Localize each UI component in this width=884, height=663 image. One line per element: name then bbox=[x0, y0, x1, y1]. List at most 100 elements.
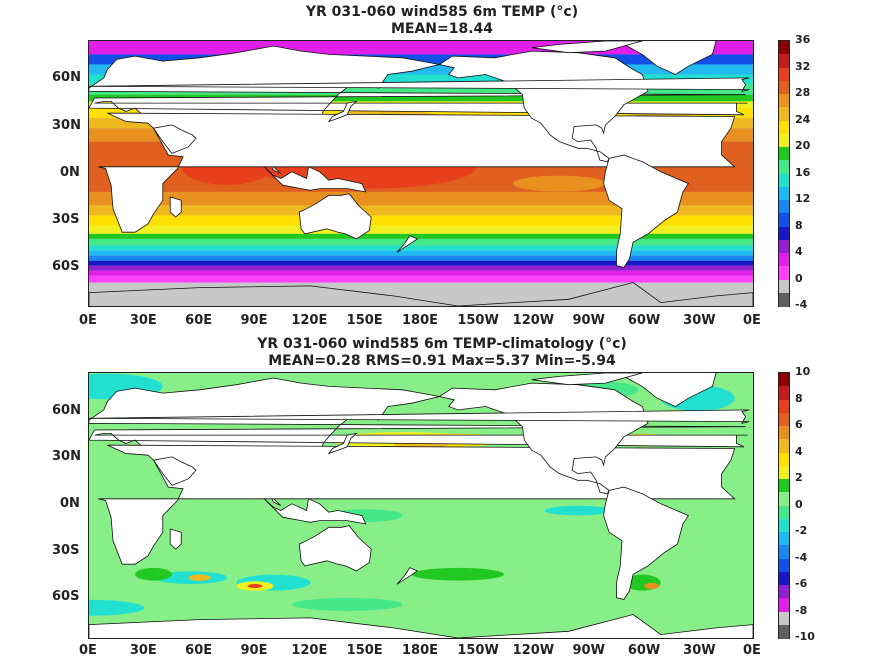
sst-colorbar-segment bbox=[779, 160, 789, 174]
land-arctic_isl bbox=[531, 41, 643, 54]
panel1-subtitle: MEAN=18.44 bbox=[390, 21, 494, 37]
anomaly-patch bbox=[89, 599, 145, 616]
lat-label-30s: 30S bbox=[52, 212, 80, 227]
sst-band bbox=[89, 265, 753, 271]
cold-tongue bbox=[513, 175, 606, 192]
sst-band bbox=[89, 94, 753, 102]
anomaly-colorbar-segment bbox=[779, 492, 789, 506]
lon-label-1: 30E bbox=[129, 313, 157, 328]
anomaly-map-canvas bbox=[89, 373, 753, 638]
lat-label-30n: 30N bbox=[52, 118, 81, 133]
lon-label-4: 120E bbox=[291, 313, 328, 328]
lon-label-2: 60E bbox=[185, 313, 213, 328]
sst-colorbar-label: 20 bbox=[795, 139, 811, 152]
sst-colorbar-segment bbox=[779, 200, 789, 214]
land-samerica bbox=[603, 486, 689, 600]
sst-colorbar-segment bbox=[779, 107, 789, 121]
sst-band bbox=[89, 270, 753, 276]
lon-label-2-7: 150W bbox=[457, 643, 499, 658]
sst-band bbox=[89, 74, 753, 85]
land-uk bbox=[89, 409, 750, 424]
anomaly-colorbar-segment bbox=[779, 624, 789, 639]
lat-label-0n-2: 0N bbox=[60, 496, 80, 511]
sst-colorbar-label: 4 bbox=[795, 245, 803, 258]
sst-colorbar-segment bbox=[779, 80, 789, 95]
land-arctic_isl bbox=[531, 373, 643, 386]
anomaly-colorbar-segment bbox=[779, 571, 789, 586]
land-uk bbox=[89, 77, 750, 92]
anomaly-colorbar-segment bbox=[779, 412, 789, 427]
panel2-title: YR 031-060 wind585 6m TEMP-climatology (… bbox=[257, 336, 627, 352]
lon-label-2-8: 120W bbox=[512, 643, 555, 658]
land-namerica bbox=[438, 50, 649, 163]
sst-colorbar-segment bbox=[779, 266, 789, 280]
land-madagascar bbox=[169, 196, 182, 218]
sst-band bbox=[89, 260, 753, 266]
lon-label-0: 0E bbox=[79, 313, 97, 328]
lon-label-5: 150E bbox=[346, 313, 383, 328]
sst-colorbar-segment bbox=[779, 41, 789, 55]
anomaly-colorbar-label: 2 bbox=[795, 471, 803, 484]
anomaly-colorbar-segment bbox=[779, 585, 789, 599]
anomaly-colorbar-segment bbox=[779, 518, 789, 533]
anomaly-colorbar-segment bbox=[779, 558, 789, 573]
sst-band bbox=[89, 215, 753, 226]
sst-colorbar-label: 32 bbox=[795, 59, 811, 73]
anomaly-hot-spot bbox=[247, 584, 263, 589]
lon-label-7: 150W bbox=[457, 313, 499, 328]
land-indonesia bbox=[263, 166, 367, 193]
lon-label-2-11: 30W bbox=[683, 643, 716, 658]
lon-label-10: 60W bbox=[627, 313, 661, 328]
anomaly-colorbar-label: -2 bbox=[795, 524, 808, 537]
sst-colorbar-label: 0 bbox=[795, 271, 803, 285]
anomaly-patch bbox=[188, 574, 211, 581]
lon-label-2-12: 0E bbox=[743, 643, 761, 658]
lon-label-2-0: 0E bbox=[79, 643, 97, 658]
lon-label-2-4: 120E bbox=[291, 643, 328, 658]
land-arabia_fix bbox=[152, 456, 197, 486]
anomaly-colorbar-segment bbox=[779, 439, 789, 453]
land-namerica bbox=[438, 382, 649, 495]
anomaly-colorbar-label: -6 bbox=[795, 577, 808, 590]
sst-band bbox=[89, 54, 753, 65]
sst-colorbar-segment bbox=[779, 147, 789, 161]
sst-colorbar-segment bbox=[779, 253, 789, 267]
anomaly-colorbar-label: 0 bbox=[795, 497, 803, 511]
anomaly-colorbar-label: -8 bbox=[795, 603, 808, 617]
lat-label-0n: 0N bbox=[60, 165, 80, 180]
anomaly-colorbar-label: 8 bbox=[795, 391, 803, 405]
sst-band bbox=[89, 191, 753, 206]
land-australia bbox=[298, 525, 372, 572]
sst-colorbar-segment bbox=[779, 186, 789, 201]
sst-colorbar-segment bbox=[779, 239, 789, 254]
panel1-title: YR 031-060 wind585 6m TEMP (°c) bbox=[305, 4, 579, 20]
anomaly-colorbar-label: 10 bbox=[795, 365, 811, 378]
land-antarctica bbox=[89, 614, 753, 638]
anomaly-patch bbox=[411, 567, 504, 581]
lon-label-2-1: 30E bbox=[129, 643, 157, 658]
sst-colorbar-segment bbox=[779, 54, 789, 68]
lat-label-60s-2: 60S bbox=[52, 589, 80, 604]
lon-label-2-9: 90W bbox=[572, 643, 605, 658]
lat-label-60n: 60N bbox=[52, 70, 81, 85]
anomaly-colorbar-segment bbox=[779, 598, 789, 612]
anomaly-colorbar-segment bbox=[779, 452, 789, 467]
sst-colorbar-segment bbox=[779, 279, 789, 294]
anomaly-colorbar-label: 6 bbox=[795, 418, 803, 431]
lat-label-60s: 60S bbox=[52, 259, 80, 274]
sst-band bbox=[89, 245, 753, 251]
anomaly-colorbar-segment bbox=[779, 465, 789, 480]
lon-label-6: 180E bbox=[402, 313, 439, 328]
sst-colorbar-segment bbox=[779, 133, 789, 148]
sst-band bbox=[89, 205, 753, 216]
lon-label-2-5: 150E bbox=[346, 643, 383, 658]
sst-colorbar-segment bbox=[779, 173, 789, 188]
sst-colorbar-segment bbox=[779, 226, 789, 241]
lon-label-2-2: 60E bbox=[185, 643, 213, 658]
anomaly-colorbar-segment bbox=[779, 426, 789, 440]
sst-band bbox=[89, 275, 753, 283]
sst-colorbar-segment bbox=[779, 94, 789, 108]
land-indonesia bbox=[263, 498, 367, 525]
lat-label-30n-2: 30N bbox=[52, 449, 81, 464]
